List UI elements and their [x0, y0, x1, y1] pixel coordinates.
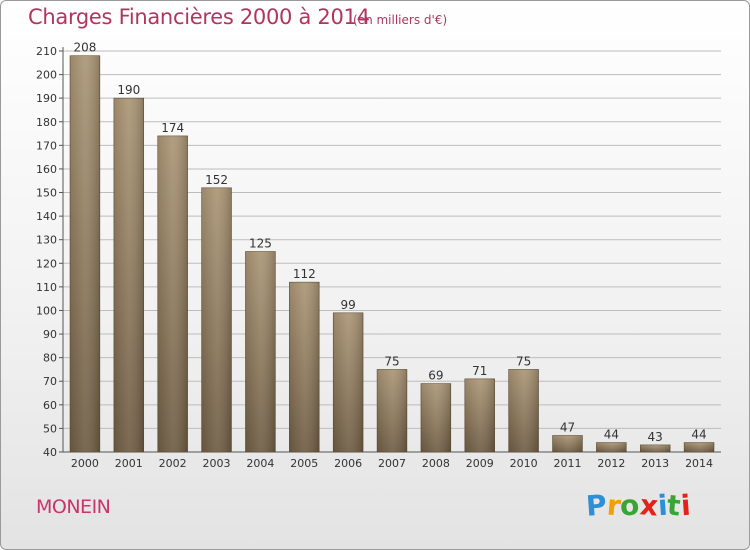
bar-shade	[245, 251, 276, 452]
y-tick-label: 190	[36, 92, 57, 105]
x-tick-label: 2010	[510, 457, 538, 470]
brand-letter: P	[584, 488, 608, 523]
data-label: 43	[648, 430, 663, 444]
x-tick-label: 2009	[466, 457, 494, 470]
y-tick-label: 80	[43, 352, 57, 365]
data-label: 174	[161, 121, 184, 135]
chart-title: Charges Financières 2000 à 2014	[28, 5, 370, 29]
y-tick-label: 150	[36, 187, 57, 200]
data-label: 47	[560, 420, 575, 434]
y-tick-label: 90	[43, 328, 57, 341]
data-label: 75	[516, 354, 531, 368]
x-tick-label: 2002	[159, 457, 187, 470]
data-label: 190	[117, 83, 140, 97]
data-label: 71	[472, 364, 487, 378]
x-tick-label: 2005	[290, 457, 318, 470]
brand-letter: o	[619, 488, 641, 523]
data-label: 152	[205, 173, 228, 187]
y-tick-label: 110	[36, 281, 57, 294]
x-tick-label: 2012	[597, 457, 625, 470]
brand-logo: Proxiti	[584, 488, 692, 523]
bar-shade	[289, 282, 320, 452]
x-tick-label: 2008	[422, 457, 450, 470]
data-label: 75	[384, 354, 399, 368]
y-tick-label: 160	[36, 163, 57, 176]
data-label: 125	[249, 237, 272, 251]
bar-shade	[70, 55, 100, 452]
y-tick-label: 60	[43, 399, 57, 412]
bar-shade	[596, 442, 627, 452]
bar-shade	[508, 369, 539, 452]
bar-shade	[333, 312, 364, 452]
data-label: 99	[340, 298, 355, 312]
brand-letter: x	[638, 488, 660, 523]
x-tick-label: 2014	[685, 457, 713, 470]
y-tick-label: 50	[43, 422, 57, 435]
y-tick-label: 100	[36, 304, 57, 317]
bar-shade	[377, 369, 407, 452]
data-label: 44	[604, 428, 619, 442]
y-tick-label: 140	[36, 210, 57, 223]
y-tick-label: 70	[43, 375, 57, 388]
bar-shade	[420, 383, 451, 452]
x-tick-label: 2006	[334, 457, 362, 470]
brand-letter: i	[679, 488, 692, 523]
bar-shade	[552, 435, 583, 452]
x-tick-label: 2007	[378, 457, 406, 470]
y-tick-label: 210	[36, 45, 57, 58]
bar-shade	[201, 187, 232, 452]
bar-shade	[640, 444, 671, 452]
x-tick-label: 2004	[246, 457, 274, 470]
x-tick-label: 2001	[115, 457, 143, 470]
data-label: 112	[293, 267, 316, 281]
x-tick-label: 2011	[553, 457, 581, 470]
bars-layer	[69, 55, 715, 453]
bar-shade	[157, 135, 188, 452]
y-tick-label: 40	[43, 446, 57, 459]
chart-subtitle: (en milliers d'€)	[353, 13, 448, 27]
labels-layer: 40 50 60 70 80 90 100 110 120 130 140 150 160 170 180 1…	[36, 41, 713, 470]
data-label: 208	[73, 41, 96, 55]
x-tick-label: 2013	[641, 457, 669, 470]
y-tick-label: 170	[36, 139, 57, 152]
x-tick-label: 2003	[203, 457, 231, 470]
x-tick-label: 2000	[71, 457, 99, 470]
y-tick-label: 180	[36, 116, 57, 129]
data-label: 69	[428, 369, 443, 383]
bar-shade	[113, 98, 144, 453]
y-tick-label: 120	[36, 257, 57, 270]
y-tick-label: 130	[36, 234, 57, 247]
bar-shade	[464, 378, 495, 452]
data-label: 44	[691, 428, 706, 442]
location-label: MONEIN	[36, 496, 111, 518]
y-tick-label: 200	[36, 69, 57, 82]
bar-shade	[684, 442, 714, 452]
